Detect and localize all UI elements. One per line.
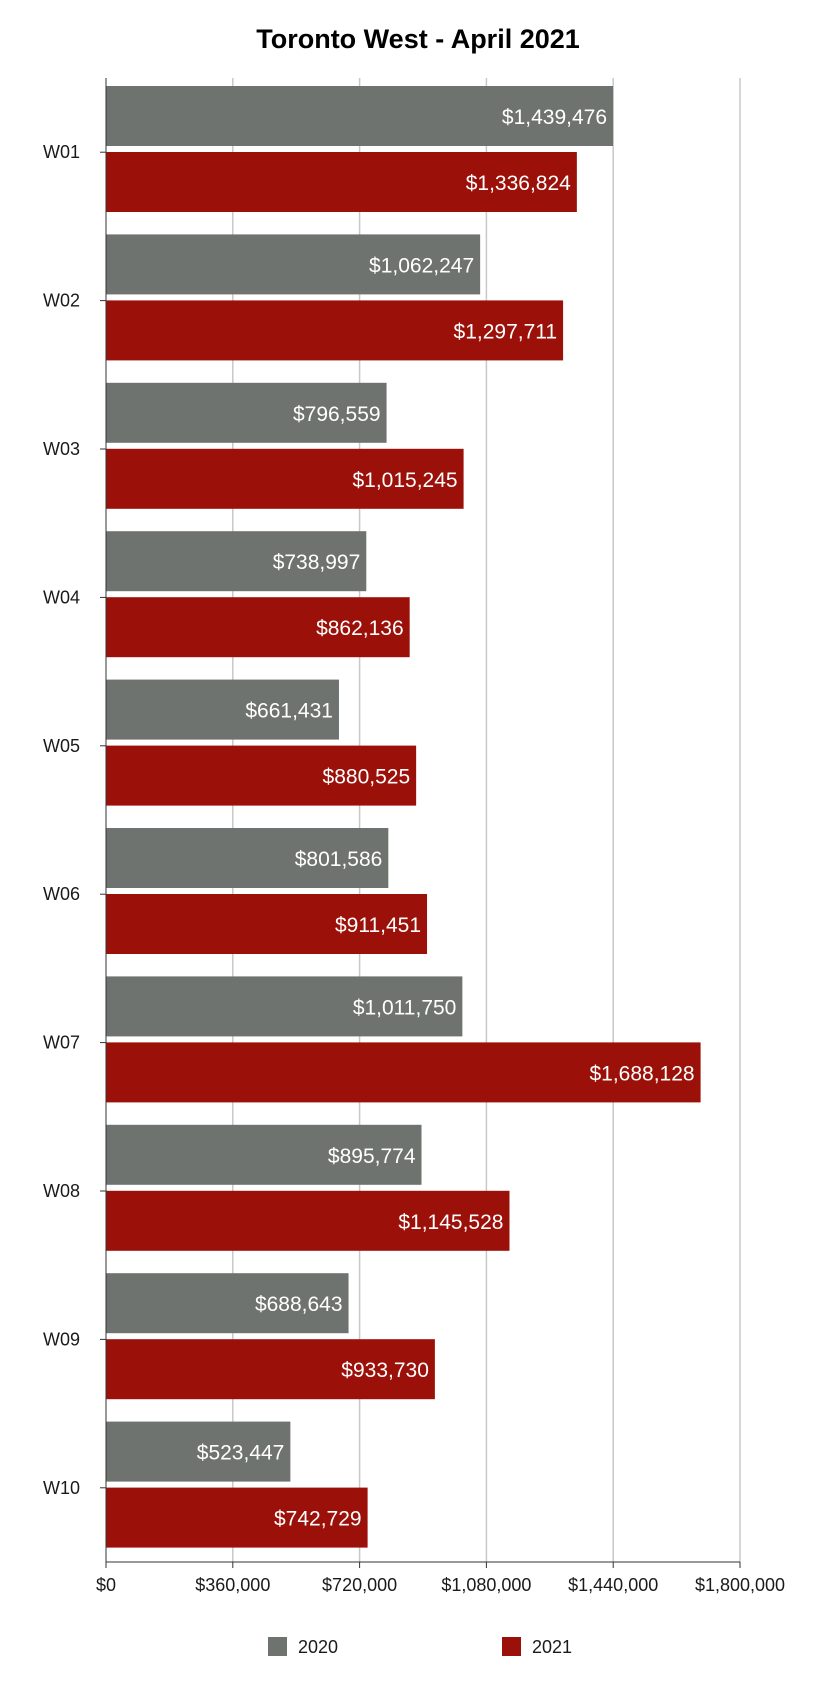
- legend-swatch-2020: [268, 1637, 287, 1656]
- data-label: $801,586: [295, 848, 383, 871]
- bar-2021-W03: [106, 448, 464, 509]
- bar-2020-W03: [106, 382, 387, 443]
- data-label: $1,145,528: [398, 1211, 503, 1234]
- bar-2020-W01: [106, 86, 614, 146]
- axis-layer: $0 $360,000 $720,000 $1,080,000 $1,440,000 $1…: [43, 78, 785, 1595]
- data-label: $742,729: [274, 1508, 362, 1531]
- chart-title: Toronto West - April 2021: [256, 24, 580, 54]
- bar-2021-W01: [106, 152, 577, 212]
- data-label: $796,559: [293, 403, 381, 426]
- category-label: W03: [43, 439, 80, 459]
- bar-2020-W05: [106, 679, 339, 740]
- category-label: W01: [43, 142, 80, 162]
- data-label: $1,062,247: [369, 254, 474, 277]
- bar-2020-W02: [106, 234, 481, 295]
- bar-2021-W04: [106, 597, 410, 658]
- bar-2021-W07: [106, 1042, 701, 1103]
- data-label: $895,774: [328, 1145, 416, 1168]
- data-label: $1,297,711: [454, 320, 558, 343]
- data-label: $862,136: [316, 617, 404, 640]
- bar-layer: $1,439,476 $1,336,824 $1,062,247 $1,297,711…: [106, 86, 701, 1548]
- bar-2021-W05: [106, 745, 417, 806]
- bar-2020-W08: [106, 1124, 422, 1185]
- category-label: W06: [43, 884, 80, 904]
- category-label: W04: [43, 587, 80, 607]
- legend-swatch-2021: [502, 1637, 521, 1656]
- category-label: W09: [43, 1329, 80, 1349]
- category-label: W07: [43, 1033, 80, 1053]
- x-tick-label: $1,440,000: [568, 1575, 658, 1595]
- legend-label: 2020: [298, 1637, 338, 1657]
- bar-2020-W04: [106, 531, 367, 592]
- bar-2021-W09: [106, 1339, 435, 1400]
- data-label: $1,015,245: [352, 469, 457, 492]
- x-tick-label: $0: [96, 1575, 116, 1595]
- legend-label: 2021: [532, 1637, 572, 1657]
- data-label: $1,439,476: [502, 106, 607, 129]
- category-label: W02: [43, 291, 80, 311]
- bar-2021-W08: [106, 1190, 510, 1251]
- bar-2020-W10: [106, 1421, 291, 1482]
- data-label: $911,451: [335, 914, 421, 937]
- category-label: W08: [43, 1181, 80, 1201]
- data-label: $523,447: [197, 1442, 285, 1465]
- category-label: W05: [43, 736, 80, 756]
- data-label: $933,730: [341, 1359, 429, 1382]
- x-tick-label: $1,080,000: [441, 1575, 531, 1595]
- x-tick-label: $1,800,000: [695, 1575, 785, 1595]
- bar-2020-W06: [106, 828, 389, 888]
- bar-2021-W02: [106, 300, 564, 361]
- bar-2021-W06: [106, 894, 428, 954]
- legend: 2020 2021: [268, 1637, 572, 1657]
- data-label: $1,336,824: [466, 172, 571, 195]
- data-label: $688,643: [255, 1293, 343, 1316]
- bar-2020-W09: [106, 1273, 349, 1334]
- bar-2020-W07: [106, 976, 463, 1037]
- x-tick-label: $720,000: [322, 1575, 397, 1595]
- x-tick-label: $360,000: [195, 1575, 270, 1595]
- data-label: $1,688,128: [589, 1062, 694, 1085]
- data-label: $880,525: [323, 766, 411, 789]
- data-label: $738,997: [273, 551, 361, 574]
- data-label: $1,011,750: [353, 996, 457, 1019]
- category-label: W10: [43, 1478, 80, 1498]
- data-label: $661,431: [245, 700, 333, 723]
- bar-2021-W10: [106, 1487, 368, 1548]
